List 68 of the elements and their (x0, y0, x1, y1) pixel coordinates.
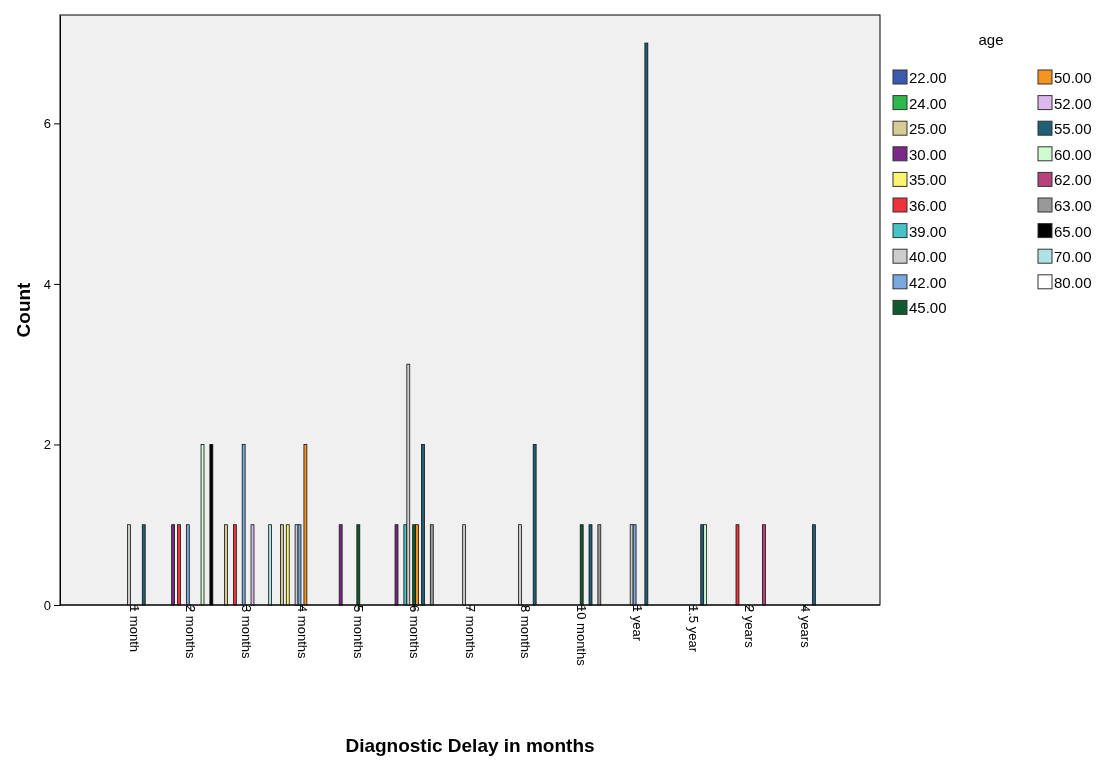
legend-label: 52.00 (1054, 94, 1092, 112)
bar (185, 524, 190, 606)
bar (812, 524, 816, 606)
x-tick-label: 5 months (350, 605, 366, 659)
x-tick-label: 4 years (797, 605, 813, 649)
bar (200, 444, 205, 606)
bar (406, 363, 411, 606)
x-tick-label: 4 months (295, 605, 311, 659)
x-axis-title: Diagnostic Delay in months (345, 735, 595, 756)
y-tick-label: 2 (43, 437, 51, 453)
bar (268, 524, 272, 606)
legend-label: 39.00 (909, 222, 947, 240)
x-tick-label: 10 months (574, 605, 590, 667)
legend-label: 50.00 (1054, 69, 1092, 86)
bar (394, 524, 399, 606)
x-tick-label: 7 months (462, 605, 478, 659)
bar (579, 524, 584, 606)
y-tick-label: 6 (43, 116, 51, 132)
bar (644, 42, 649, 606)
bar (518, 524, 522, 606)
bar (232, 524, 237, 606)
x-tick-label: 1 year (630, 605, 646, 642)
legend-label: 42.00 (909, 273, 947, 291)
legend-label: 22.00 (909, 69, 947, 86)
y-tick-label: 4 (43, 276, 51, 292)
legend-label: 45.00 (909, 299, 947, 317)
legend-label: 80.00 (1054, 273, 1092, 291)
y-tick-label: 0 (43, 597, 51, 613)
x-tick-label: 1 month (127, 605, 143, 652)
bar (171, 524, 175, 606)
x-tick-label: 1.5 year (685, 605, 701, 653)
bar (421, 444, 425, 606)
legend-label: 25.00 (909, 120, 947, 138)
bar (356, 524, 361, 606)
x-tick-label: 3 months (239, 605, 255, 659)
legend-label: 55.00 (1054, 120, 1092, 138)
x-tick-label: 2 years (741, 605, 757, 649)
legend-label: 63.00 (1054, 197, 1092, 214)
x-tick-label: 2 months (183, 605, 199, 659)
bar (338, 524, 343, 606)
legend-label: 35.00 (909, 171, 947, 189)
bar (532, 444, 537, 606)
legend-label: 70.00 (1054, 248, 1092, 266)
bar (462, 524, 466, 606)
bar (280, 524, 284, 606)
legend-label: 30.00 (909, 145, 947, 163)
legend-label: 40.00 (909, 248, 947, 266)
bar (241, 444, 246, 606)
bar (285, 524, 290, 606)
legend-label: 60.00 (1054, 145, 1092, 163)
y-axis-title: Count (13, 281, 34, 338)
bar (588, 524, 593, 606)
x-tick-label: 6 months (406, 605, 422, 659)
bar (762, 524, 766, 606)
bar (597, 524, 602, 606)
x-tick-label: 8 months (518, 605, 534, 659)
bar (429, 524, 434, 606)
legend-label: 24.00 (909, 94, 947, 112)
legend-label: 36.00 (909, 197, 947, 214)
bar (127, 524, 131, 606)
bar (141, 524, 146, 606)
bar (224, 524, 228, 606)
legend-label: 62.00 (1054, 171, 1092, 189)
legend-label: 65.00 (1054, 222, 1092, 240)
bar (250, 524, 255, 606)
legend-title: age (978, 31, 1004, 48)
bar (177, 524, 181, 606)
bar (735, 524, 740, 606)
